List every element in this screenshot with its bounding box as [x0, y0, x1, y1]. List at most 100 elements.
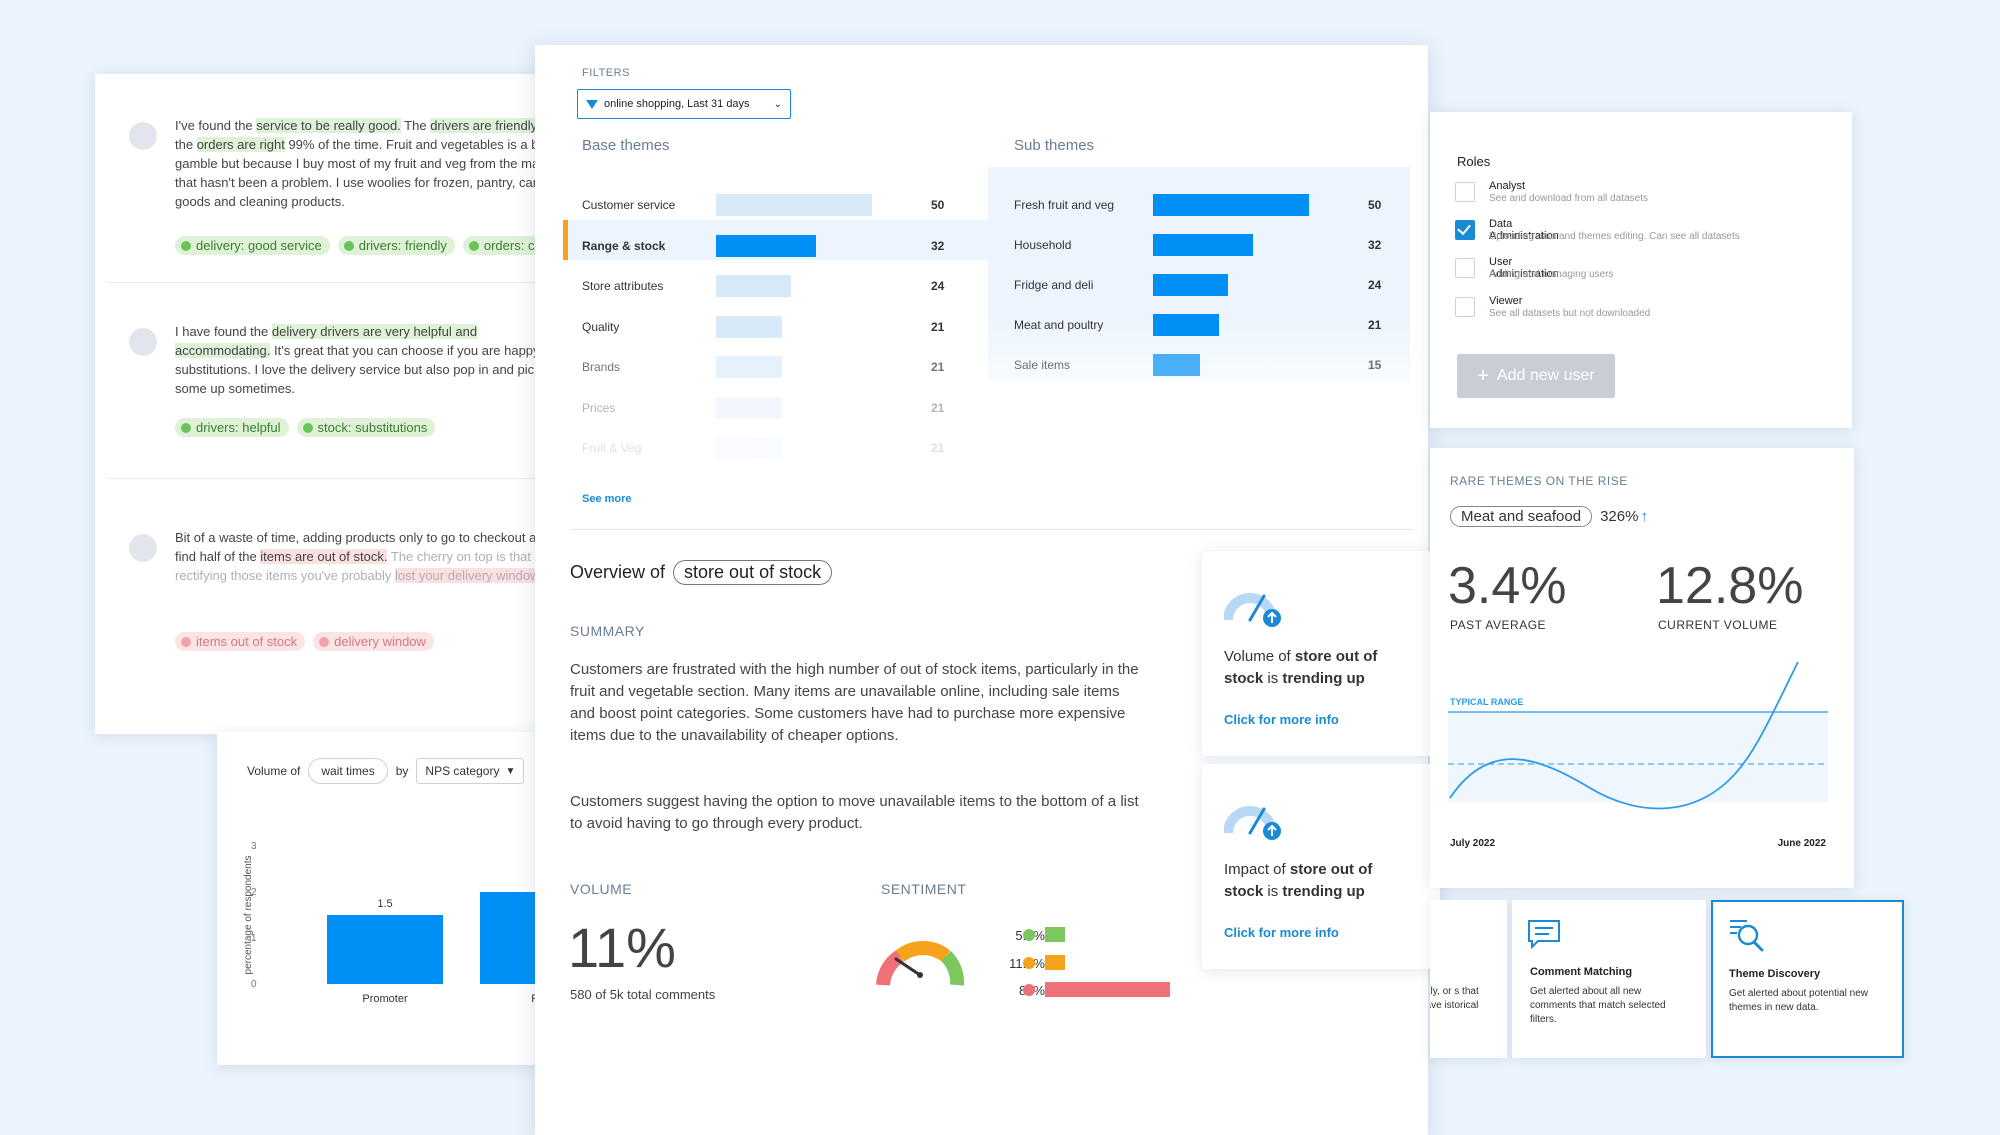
- gauge-neutral-arc: [895, 940, 951, 962]
- theme-count: 24: [1368, 278, 1382, 292]
- theme-pill[interactable]: Meat and seafood: [1450, 506, 1593, 527]
- theme-tag[interactable]: orders: c: [462, 236, 543, 255]
- query-prefix: Volume of: [247, 764, 301, 778]
- category-dropdown[interactable]: NPS category ▼: [416, 758, 525, 784]
- theme-bar: [1153, 234, 1253, 256]
- sub-theme-row[interactable]: Sale items 15: [535, 345, 1415, 385]
- comment-text: Bit of a waste of time, adding products …: [175, 530, 545, 583]
- comment-text: I've found the service to be really good…: [175, 118, 545, 209]
- past-average-label: PAST AVERAGE: [1450, 618, 1547, 632]
- summary-paragraph-2: Customers suggest having the option to m…: [570, 793, 1139, 832]
- filter-dropdown[interactable]: online shopping, Last 31 days ⌄: [577, 89, 791, 119]
- tag-list: delivery: good service drivers: friendly…: [175, 236, 543, 255]
- add-new-user-button[interactable]: + Add new user: [1457, 354, 1615, 398]
- base-theme-row[interactable]: Store attributes 24: [535, 266, 975, 306]
- bar-value-label: 1.5: [377, 898, 392, 910]
- tag-list: items out of stock delivery window: [175, 632, 434, 651]
- sentiment-gauge: [876, 940, 965, 986]
- checkbox[interactable]: [1455, 297, 1475, 317]
- theme-label: Household: [1014, 238, 1072, 252]
- base-theme-row[interactable]: Brands 21: [535, 347, 975, 387]
- theme-bar: [1153, 274, 1228, 296]
- theme-bar: [1153, 194, 1309, 216]
- x-axis-end: June 2022: [1777, 838, 1826, 849]
- theme-label: Sale items: [1014, 358, 1071, 372]
- feature-card-comment-matching[interactable]: Comment Matching Get alerted about all n…: [1512, 900, 1706, 1058]
- sentiment-row: 88%: [535, 980, 1415, 1002]
- bar[interactable]: [327, 915, 443, 984]
- theme-label: Fruit & Veg: [582, 441, 642, 455]
- trend-card[interactable]: Volume of store out of stock is trending…: [1202, 551, 1440, 756]
- base-theme-row[interactable]: Prices 21: [535, 388, 975, 428]
- role-name: User Administration: [1489, 256, 1559, 280]
- y-tick-label: 2: [251, 887, 257, 898]
- checkbox-checked[interactable]: [1455, 220, 1475, 240]
- theme-count: 32: [931, 238, 945, 253]
- theme-tag[interactable]: drivers: friendly: [337, 236, 455, 255]
- base-theme-row[interactable]: Customer service 50: [535, 185, 975, 225]
- chevron-down-icon: ▼: [505, 765, 516, 777]
- feature-card-theme-discovery[interactable]: Theme Discovery Get alerted about potent…: [1711, 900, 1904, 1058]
- chart-query: Volume of wait times by NPS category ▼: [247, 758, 525, 784]
- category-value: NPS category: [425, 764, 500, 778]
- theme-label: Fridge and deli: [1014, 278, 1094, 292]
- speedometer-icon: [1224, 806, 1281, 840]
- theme-bar: [716, 315, 782, 338]
- theme-bar: [716, 194, 872, 216]
- theme-tag[interactable]: items out of stock: [175, 632, 306, 651]
- more-info-link[interactable]: Click for more info: [1224, 712, 1339, 727]
- checkbox[interactable]: [1455, 258, 1475, 278]
- sub-theme-row[interactable]: Meat and poultry 21: [535, 305, 1415, 345]
- summary-label: SUMMARY: [570, 623, 645, 639]
- theme-tag[interactable]: drivers: helpful: [175, 418, 289, 437]
- chevron-down-icon: ⌄: [773, 98, 782, 110]
- metric-selector[interactable]: wait times: [308, 758, 388, 784]
- theme-tag[interactable]: delivery window: [313, 632, 434, 651]
- sentiment-row: 5.9%: [535, 925, 1415, 947]
- theme-label: Brands: [582, 360, 621, 374]
- x-tick-label: Promoter: [362, 993, 408, 1005]
- volume-value: 11%: [568, 916, 676, 979]
- sub-theme-row[interactable]: Household 32: [535, 225, 1415, 265]
- base-theme-row[interactable]: Range & stock 32: [535, 226, 975, 266]
- sub-themes-title: Sub themes: [1014, 137, 1095, 154]
- see-more-link[interactable]: See more: [582, 493, 632, 505]
- comment-text: I have found the delivery drivers are ve…: [175, 324, 545, 396]
- theme-tag[interactable]: stock: substitutions: [296, 418, 436, 437]
- past-average-value: 3.4%: [1448, 557, 1567, 615]
- theme-count: 24: [931, 279, 945, 293]
- feature-card[interactable]: ekly, or s that have istorical: [1430, 900, 1507, 1058]
- theme-bar: [716, 275, 791, 297]
- feature-description: Get alerted about all new comments that …: [1530, 986, 1666, 1025]
- speedometer-icon: [1224, 593, 1281, 627]
- theme-bar: [716, 234, 816, 257]
- feature-description: ekly, or s that have istorical: [1430, 986, 1479, 1011]
- gauge-needle: [894, 957, 922, 977]
- base-theme-row[interactable]: Quality 21: [535, 307, 975, 347]
- wait-times-chart-card: Volume of wait times by NPS category ▼ 0 1…: [217, 732, 547, 1065]
- theme-count: 21: [931, 400, 945, 415]
- sentiment-row: 11.1%: [535, 953, 1415, 975]
- theme-tag[interactable]: delivery: good service: [175, 236, 330, 255]
- comment-item[interactable]: Bit of a waste of time, adding products …: [107, 504, 545, 734]
- comment-item[interactable]: I have found the delivery drivers are ve…: [107, 298, 545, 479]
- checkbox[interactable]: [1455, 182, 1475, 202]
- overview-topic-pill[interactable]: store out of stock: [673, 560, 833, 585]
- sub-theme-row[interactable]: Fridge and deli 24: [535, 265, 1415, 305]
- role-description: See and download from all datasets: [1489, 193, 1648, 204]
- theme-count: 21: [931, 360, 945, 374]
- trend-series-line: [1449, 661, 1799, 810]
- feature-description: Get alerted about potential new themes i…: [1729, 988, 1868, 1013]
- sub-theme-row[interactable]: Fresh fruit and veg 50: [535, 185, 1415, 225]
- y-tick-label: 3: [251, 841, 257, 852]
- more-info-link[interactable]: Click for more info: [1224, 925, 1339, 940]
- theme-bar: [1153, 314, 1219, 336]
- wait-times-bar-chart: 0 1 2 3 percentage of respondents 1.5 Promoter…: [243, 841, 547, 1005]
- trend-card[interactable]: Impact of store out of stock is trending…: [1202, 764, 1440, 969]
- gauge-negative-arc: [876, 950, 905, 986]
- theme-count: 21: [1368, 318, 1382, 332]
- comment-item[interactable]: I've found the service to be really good…: [107, 92, 545, 283]
- base-theme-row[interactable]: Fruit & Veg 21: [535, 428, 975, 468]
- comment-icon: [1528, 920, 1560, 950]
- sentiment-bar: [1045, 982, 1170, 997]
